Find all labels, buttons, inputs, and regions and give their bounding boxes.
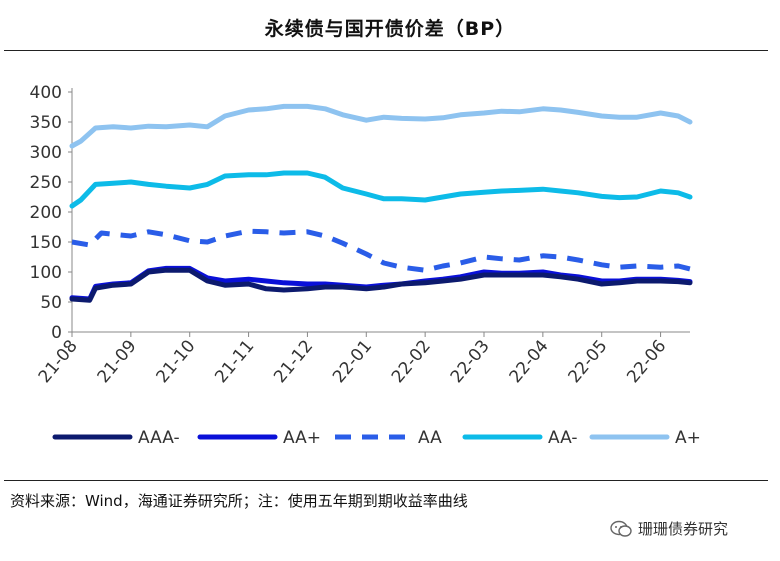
y-tick-label: 150 [30,233,62,253]
x-tick-label: 22-02 [388,336,435,387]
watermark: 珊珊债券研究 [610,518,728,539]
series-line-aaa-minus [69,267,693,303]
series-line-aa-minus [69,170,693,209]
x-tick-label: 22-03 [447,336,494,387]
legend-label: A+ [675,428,701,448]
source-note: 资料来源：Wind，海通证券研究所；注：使用五年期到期收益率曲线 [10,492,468,510]
y-tick-label: 350 [30,113,62,133]
legend-label: AAA- [138,428,180,448]
top-rule [4,50,768,51]
y-tick-label: 300 [30,143,62,163]
x-tick-label: 22-06 [623,336,670,387]
y-tick-label: 0 [51,323,62,343]
y-tick-label: 50 [40,293,62,313]
bottom-rule [4,480,768,481]
legend-label: AA- [548,428,578,448]
legend-label: AA [418,428,442,448]
y-tick-label: 400 [30,83,62,103]
chart-title: 永续债与国开债价差（BP） [264,18,516,40]
x-tick-label: 21-12 [270,336,317,387]
x-tick-label: 21-08 [35,336,82,387]
legend-label: AA+ [283,428,321,448]
series-line-a-plus [69,103,693,149]
x-tick-label: 22-01 [329,336,376,387]
x-tick-label: 21-10 [152,336,199,387]
x-tick-label: 22-04 [506,336,553,387]
x-tick-label: 22-05 [564,336,611,387]
wechat-icon [610,520,632,537]
y-tick-label: 100 [30,263,62,283]
x-tick-label: 21-11 [211,336,258,387]
series-line-aa [71,228,691,273]
y-tick-label: 200 [30,203,62,223]
watermark-label: 珊珊债券研究 [638,520,729,538]
y-tick-label: 250 [30,173,62,193]
line-chart: 0 50 100 150 200 250 300 350 400 21-08 21-09 21-10 2… [30,83,701,448]
x-tick-label: 21-09 [94,336,141,387]
